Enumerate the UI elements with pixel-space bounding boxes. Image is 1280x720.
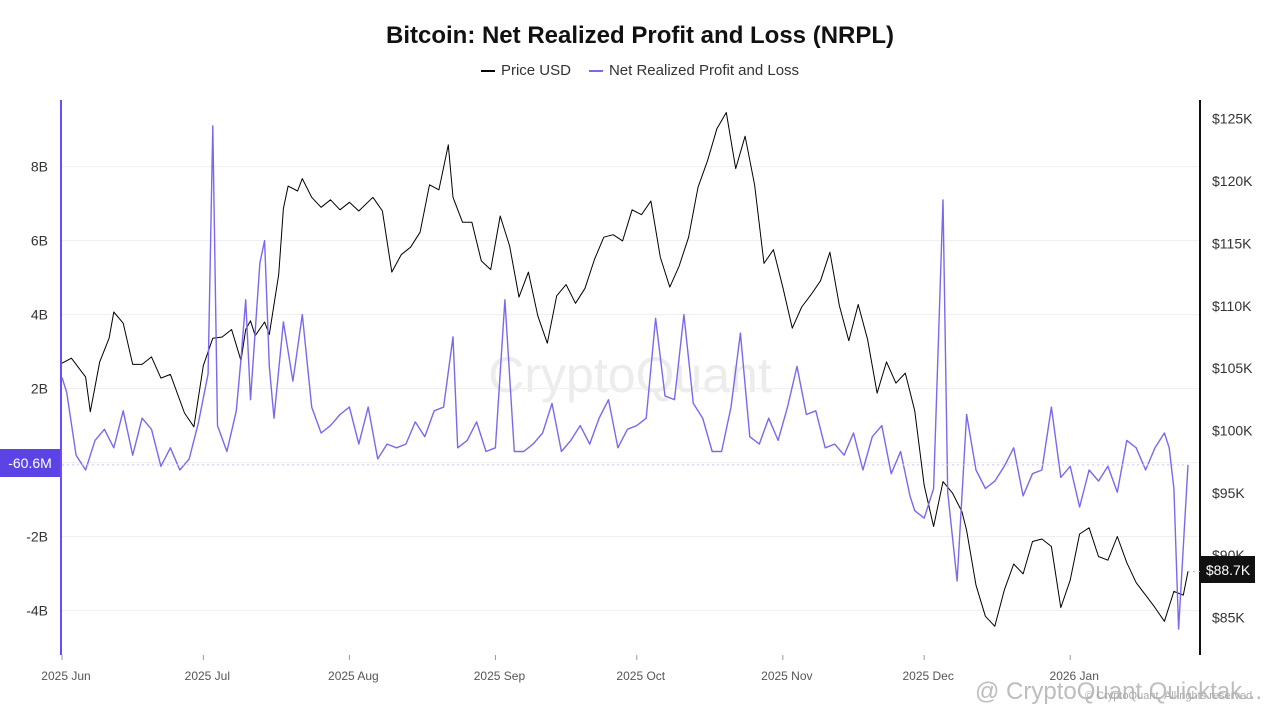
left-tick-label: 8B <box>31 159 48 175</box>
x-tick-label: 2025 Oct <box>616 669 665 683</box>
chart-watermark: CryptoQuant <box>488 347 772 403</box>
x-tick-label: 2025 Jun <box>41 669 90 683</box>
right-tick-label: $115K <box>1212 235 1252 251</box>
series-line-nrpl <box>61 125 1189 630</box>
right-tick-label: $105K <box>1212 360 1253 376</box>
right-tick-label: $85K <box>1212 610 1245 626</box>
right-tick-label: $110K <box>1212 298 1252 314</box>
x-tick-label: 2026 Jan <box>1050 669 1099 683</box>
current-price-badge: $88.7K <box>1201 556 1255 583</box>
chart-title: Bitcoin: Net Realized Profit and Loss (N… <box>385 22 895 49</box>
legend-item-price[interactable]: Price USD <box>480 62 571 79</box>
legend-item-nrpl[interactable]: Net Realized Profit and Loss <box>588 62 800 79</box>
right-tick-label: $125K <box>1212 111 1253 127</box>
legend-swatch-nrpl <box>588 69 603 72</box>
left-tick-label: 6B <box>31 233 48 249</box>
footer-watermark-text: @ CryptoQuant Quicktak... <box>975 678 1263 705</box>
legend-label-nrpl: Net Realized Profit and Loss <box>608 62 800 79</box>
current-nrpl-badge: -60.6M <box>0 449 60 477</box>
footer-credit: © CryptoQuant. All rights reserved <box>1085 690 1253 702</box>
right-tick-label: $100K <box>1212 423 1253 439</box>
footer-watermark: @ CryptoQuant Quicktak... <box>975 678 1262 706</box>
series-line-price <box>61 112 1189 627</box>
right-tick-label: $95K <box>1212 485 1245 501</box>
left-tick-label: -4B <box>26 603 48 619</box>
x-tick-label: 2025 Sep <box>474 669 526 683</box>
chart-legend: Price USD Net Realized Profit and Loss <box>0 62 1280 79</box>
x-tick-label: 2025 Aug <box>328 669 379 683</box>
x-tick-label: 2025 Nov <box>761 669 812 683</box>
x-tick-label: 2025 Dec <box>902 669 953 683</box>
x-tick-label: 2025 Jul <box>185 669 230 683</box>
legend-swatch-price <box>480 69 495 72</box>
right-tick-label: $120K <box>1212 173 1253 189</box>
left-tick-label: -2B <box>26 529 48 545</box>
left-tick-label: 4B <box>31 307 48 323</box>
legend-label-price: Price USD <box>500 62 571 79</box>
left-tick-label: 2B <box>31 381 48 397</box>
